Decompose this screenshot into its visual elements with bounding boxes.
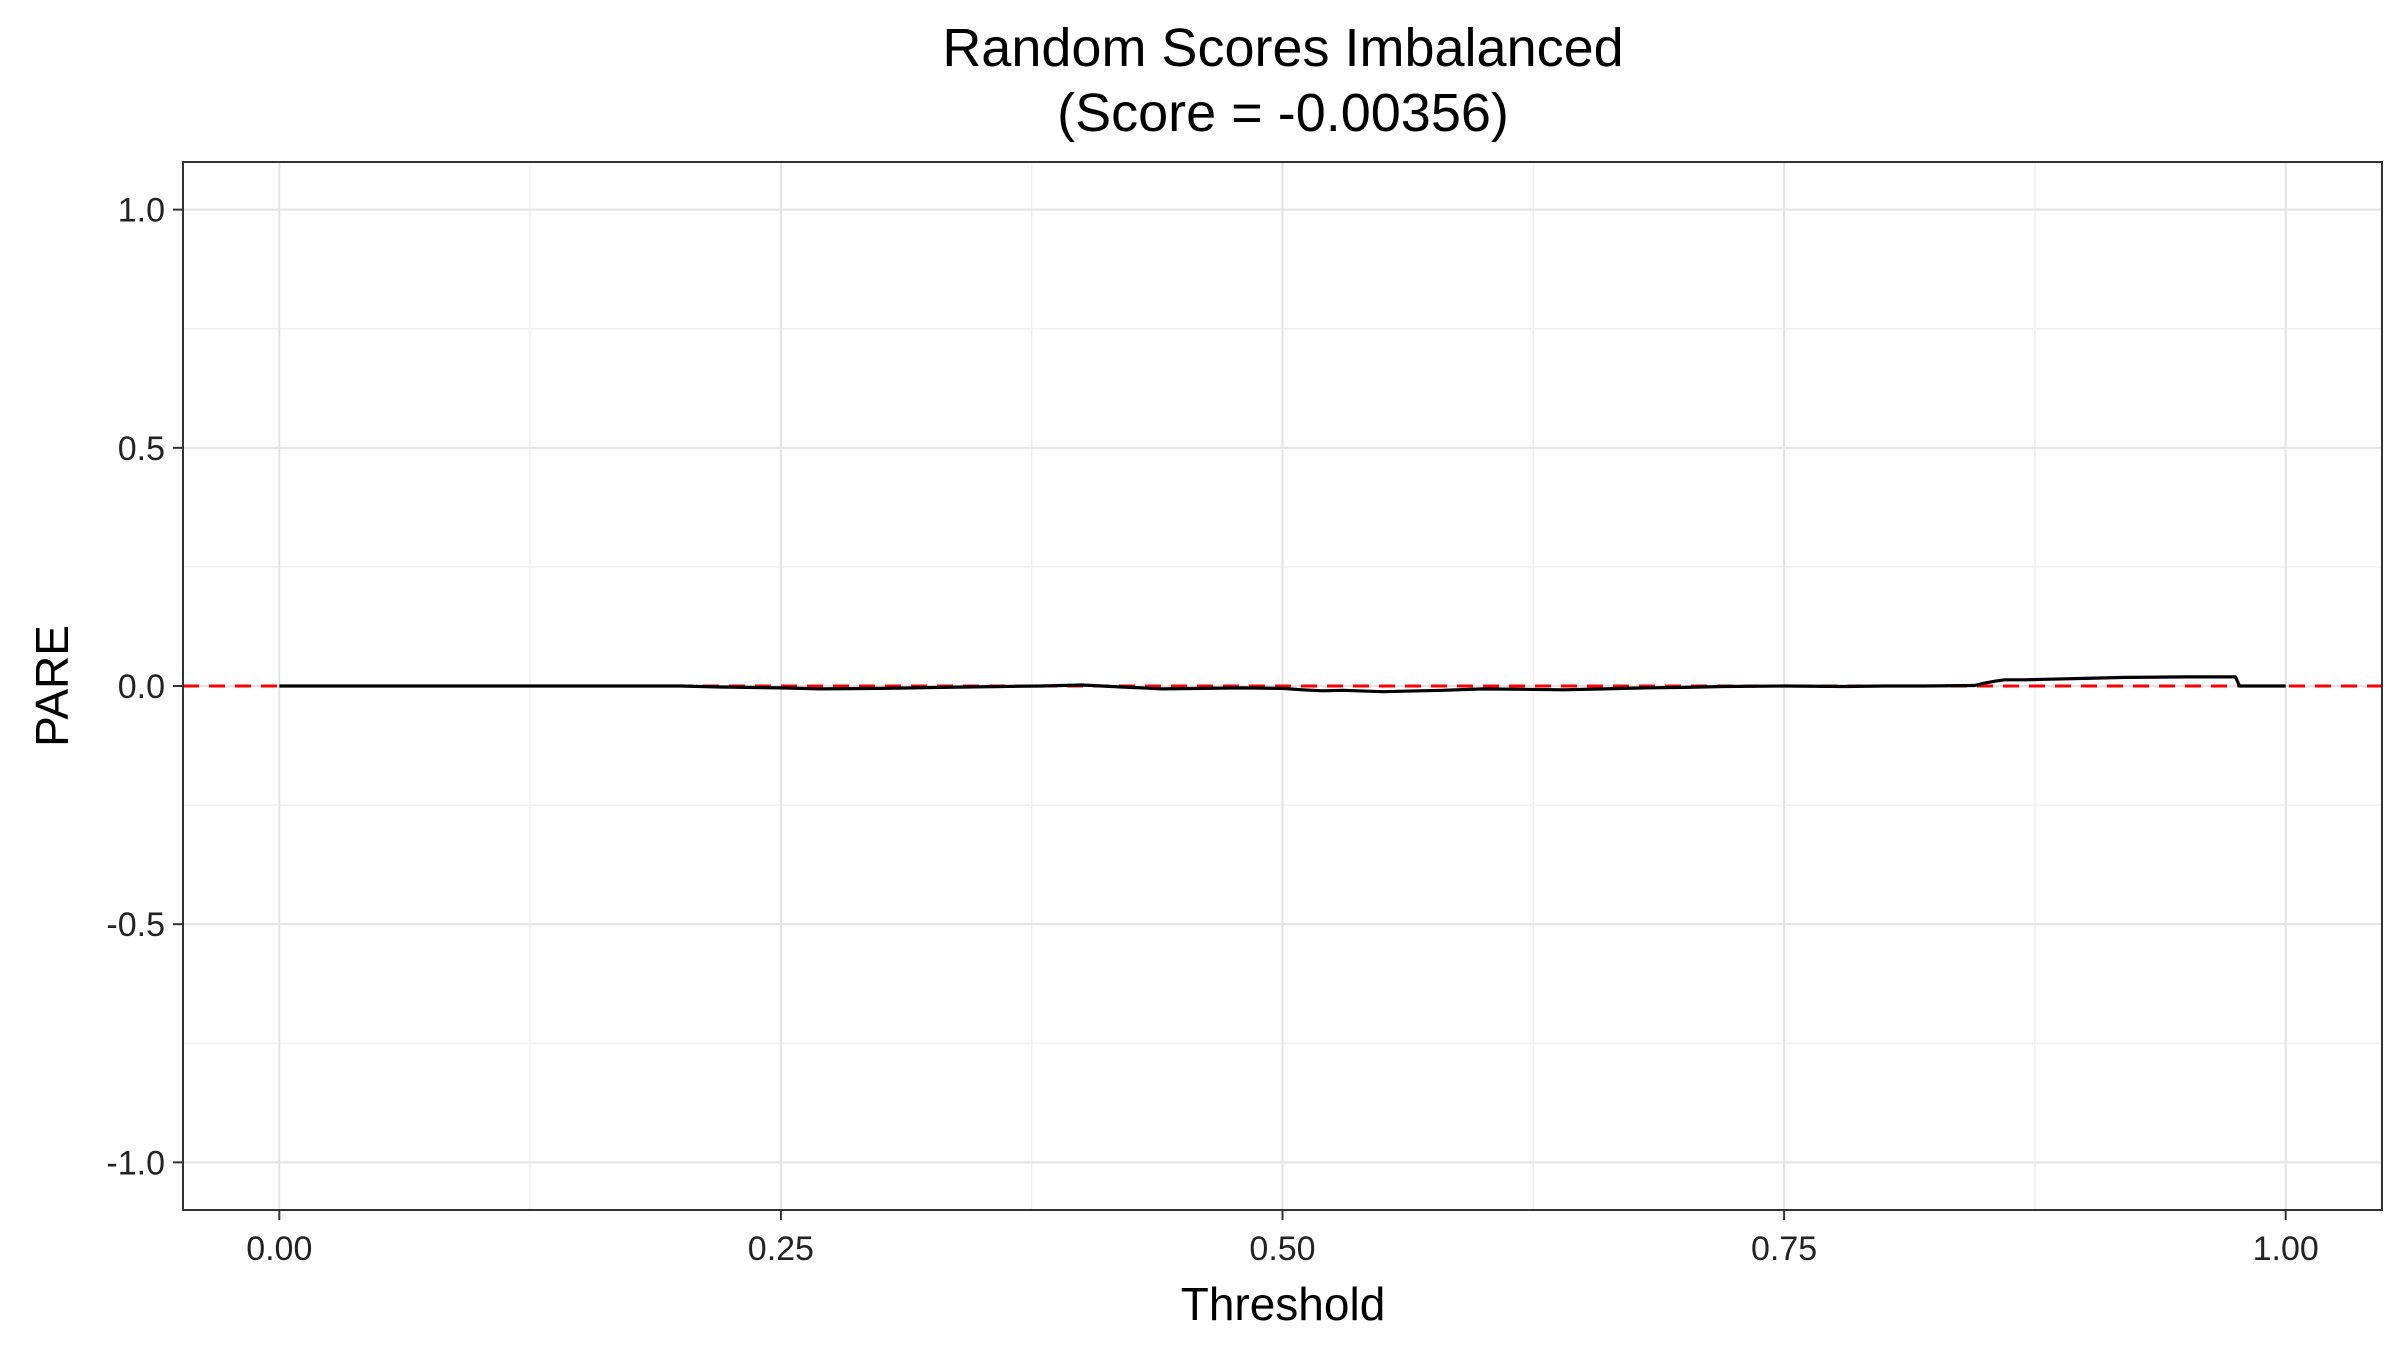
y-tick-label: 1.0 bbox=[118, 192, 165, 230]
y-tick-label: -0.5 bbox=[106, 906, 165, 944]
chart-subtitle: (Score = -0.00356) bbox=[1057, 83, 1509, 143]
y-axis-title: PARE bbox=[26, 625, 78, 747]
chart-title: Random Scores Imbalanced bbox=[942, 18, 1623, 78]
y-tick-label: -1.0 bbox=[106, 1144, 165, 1182]
x-tick-label: 0.50 bbox=[1249, 1230, 1315, 1268]
x-tick-label: 0.75 bbox=[1751, 1230, 1817, 1268]
pare-series-line bbox=[279, 675, 2286, 694]
x-tick-label: 0.25 bbox=[748, 1230, 814, 1268]
y-tick-label: 0.5 bbox=[118, 430, 165, 468]
y-tick-label: 0.0 bbox=[118, 668, 165, 706]
x-tick-label: 1.00 bbox=[2253, 1230, 2319, 1268]
y-axis: -1.0 -0.5 0.0 0.5 1.0 bbox=[106, 192, 183, 1182]
x-tick-label: 0.00 bbox=[246, 1230, 312, 1268]
x-axis: 0.00 0.25 0.50 0.75 1.00 bbox=[246, 1210, 2319, 1268]
x-axis-title: Threshold bbox=[1181, 1278, 1386, 1330]
